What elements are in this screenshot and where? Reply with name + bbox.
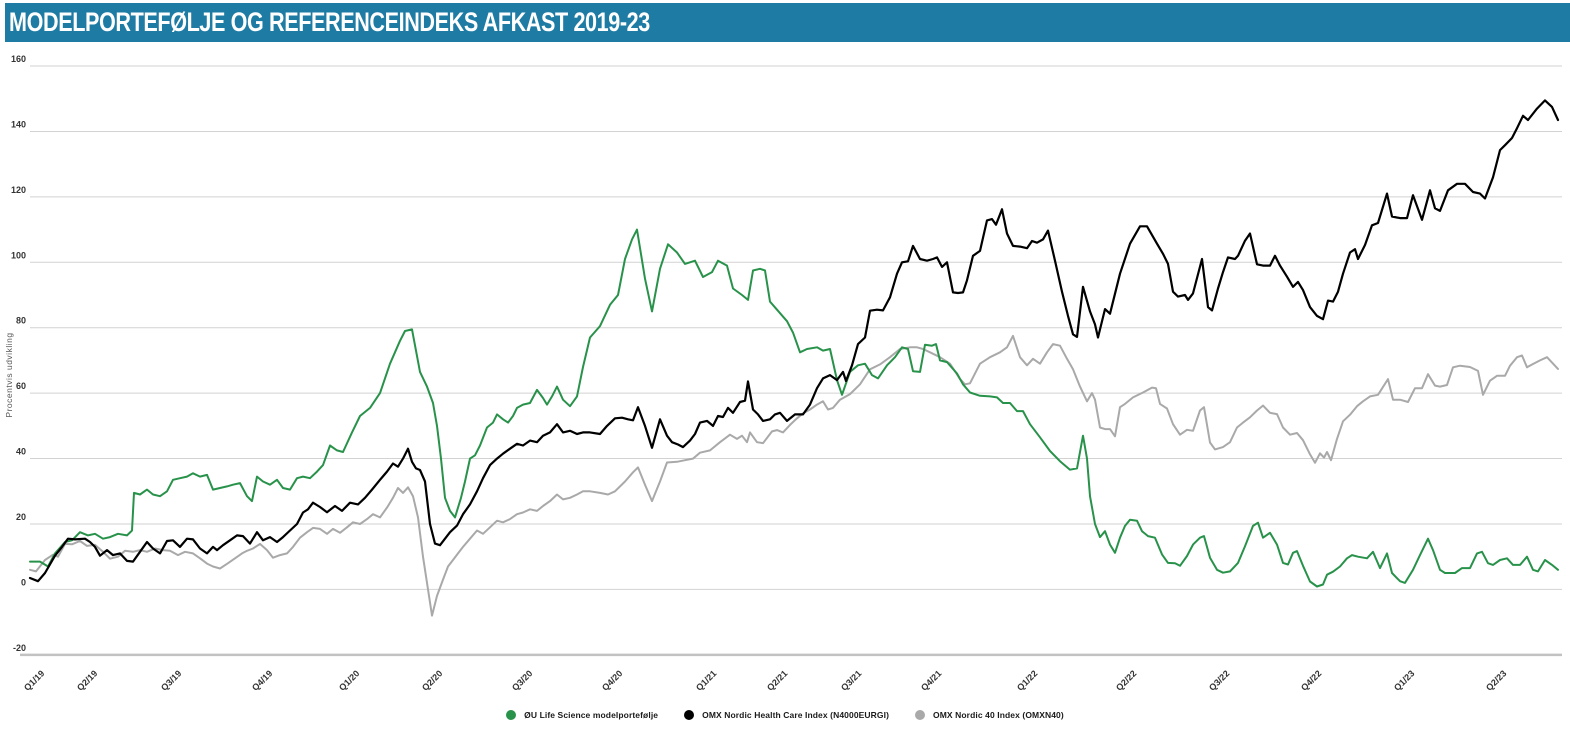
- series-line-2: [29, 334, 1559, 617]
- chart-svg: 160 140 120 100 80 60 40 20 0 -20 Q1/19 Q2/19 Q3/19 Q…: [4, 54, 1562, 693]
- y-tick-label: 140: [11, 119, 26, 129]
- y-tick-label: 60: [16, 381, 26, 391]
- x-tick-label: Q4/20: [600, 668, 624, 692]
- y-axis-title: Procentvis udvikling: [4, 332, 14, 417]
- series-line-0: [29, 228, 1559, 588]
- x-tick-label: Q2/19: [75, 668, 99, 692]
- y-tick-label: 80: [16, 316, 26, 326]
- y-tick-label: 120: [11, 185, 26, 195]
- legend-dot-icon: [506, 710, 517, 720]
- x-tick-label: Q3/20: [510, 668, 534, 692]
- y-tick-label: 100: [11, 250, 26, 260]
- title-bar: MODELPORTEFØLJE OG REFERENCEINDEKS AFKAS…: [5, 3, 1570, 42]
- series-line-1: [28, 99, 1560, 583]
- x-tick-label: Q2/20: [420, 668, 444, 692]
- x-tick-label: Q4/21: [919, 668, 943, 692]
- legend-label: ØU Life Science modelportefølje: [524, 710, 659, 720]
- y-tick-label: 40: [16, 447, 26, 457]
- legend-label: OMX Nordic Health Care Index (N4000EURGI…: [702, 710, 890, 720]
- x-tick-label: Q1/19: [22, 668, 46, 692]
- x-tick-label: Q2/21: [765, 668, 789, 692]
- legend-item-0: ØU Life Science modelportefølje: [506, 710, 658, 720]
- legend: ØU Life Science modelportefølje OMX Nordi…: [0, 704, 1570, 726]
- y-tick-label: 20: [16, 512, 26, 522]
- y-tick-label: -20: [13, 643, 26, 653]
- legend-item-1: OMX Nordic Health Care Index (N4000EURGI…: [684, 710, 889, 720]
- page-title: MODELPORTEFØLJE OG REFERENCEINDEKS AFKAS…: [9, 7, 650, 37]
- legend-dot-icon: [684, 710, 695, 720]
- y-tick-label: 0: [21, 577, 26, 587]
- x-tick-label: Q1/22: [1015, 668, 1039, 692]
- x-tick-label: Q4/22: [1299, 668, 1323, 692]
- x-tick-label: Q2/23: [1484, 668, 1508, 692]
- x-tick-label: Q4/19: [250, 668, 274, 692]
- x-tick-label: Q1/23: [1392, 668, 1416, 692]
- x-tick-label: Q1/20: [337, 668, 361, 692]
- x-tick-label: Q1/21: [694, 668, 718, 692]
- legend-item-2: OMX Nordic 40 Index (OMXN40): [915, 710, 1064, 720]
- y-tick-label: 160: [11, 54, 26, 64]
- x-tick-label: Q3/21: [839, 668, 863, 692]
- legend-dot-icon: [915, 710, 926, 720]
- x-tick-label: Q3/22: [1207, 668, 1231, 692]
- chart-area: 160 140 120 100 80 60 40 20 0 -20 Q1/19 Q2/19 Q3/19 Q…: [0, 42, 1570, 702]
- x-tick-label: Q3/19: [159, 668, 183, 692]
- legend-label: OMX Nordic 40 Index (OMXN40): [933, 710, 1064, 720]
- x-tick-label: Q2/22: [1114, 668, 1138, 692]
